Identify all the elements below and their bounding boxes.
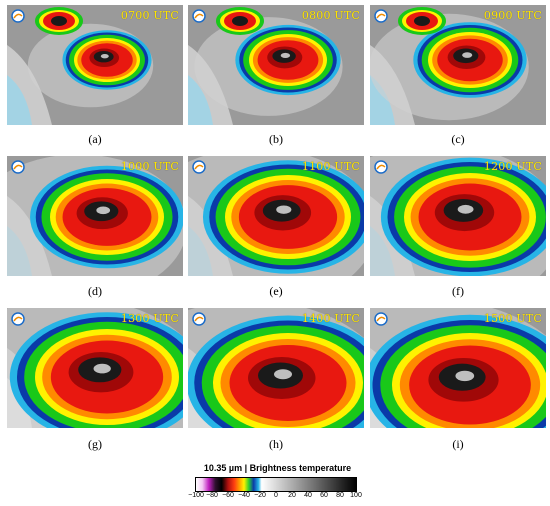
agency-logo-icon bbox=[374, 9, 388, 23]
colorbar-tick-label: −20 bbox=[254, 492, 266, 499]
agency-logo-icon bbox=[11, 160, 25, 174]
panel-f: 1200 UTC bbox=[370, 156, 546, 276]
satellite-image bbox=[188, 308, 364, 428]
colorbar-tick-label: 80 bbox=[336, 492, 344, 499]
colorbar-tick-label: −60 bbox=[222, 492, 234, 499]
colorbar bbox=[195, 477, 357, 492]
agency-logo-icon bbox=[11, 312, 25, 326]
panel-caption: (c) bbox=[451, 132, 465, 146]
panel-d: 1000 UTC bbox=[7, 156, 183, 276]
colorbar-tick-label: 60 bbox=[320, 492, 328, 499]
colorbar-gradient bbox=[196, 478, 356, 491]
panel-g: 1300 UTC bbox=[7, 308, 183, 428]
agency-logo-icon bbox=[374, 312, 388, 326]
panel-time-label: 1100 UTC bbox=[301, 160, 360, 173]
panel-caption: (f) bbox=[452, 284, 464, 298]
satellite-image bbox=[370, 308, 546, 428]
colorbar-ticks: −100 −80 −60 −40 −20 0 20 40 60 80 100 bbox=[188, 492, 362, 504]
agency-logo-icon bbox=[192, 312, 206, 326]
satellite-image bbox=[188, 7, 343, 125]
panel-caption: (d) bbox=[88, 284, 102, 298]
panel-b: 0800 UTC bbox=[188, 5, 364, 125]
satellite-image bbox=[370, 156, 546, 276]
panel-caption: (i) bbox=[452, 437, 464, 451]
agency-logo-icon bbox=[192, 9, 206, 23]
panel-i: 1500 UTC bbox=[370, 308, 546, 428]
satellite-image bbox=[370, 7, 529, 125]
satellite-image bbox=[7, 7, 154, 125]
panel-caption: (a) bbox=[88, 132, 102, 146]
agency-logo-icon bbox=[11, 9, 25, 23]
colorbar-tick-label: −80 bbox=[206, 492, 218, 499]
panel-time-label: 1400 UTC bbox=[301, 312, 360, 325]
panel-time-label: 0700 UTC bbox=[120, 9, 179, 22]
colorbar-tick-label: 100 bbox=[350, 492, 362, 499]
panel-c: 0900 UTC bbox=[370, 5, 546, 125]
colorbar-title: 10.35 µm | Brightness temperature bbox=[203, 463, 352, 473]
satellite-image bbox=[7, 308, 183, 428]
panel-caption: (g) bbox=[88, 437, 102, 451]
satellite-image bbox=[7, 156, 183, 276]
panel-e: 1100 UTC bbox=[188, 156, 364, 276]
panel-time-label: 1000 UTC bbox=[120, 160, 179, 173]
panel-time-label: 1300 UTC bbox=[120, 312, 179, 325]
panel-caption: (e) bbox=[269, 284, 283, 298]
panel-time-label: 0800 UTC bbox=[301, 9, 360, 22]
panel-caption: (b) bbox=[269, 132, 283, 146]
colorbar-tick-label: 20 bbox=[288, 492, 296, 499]
colorbar-tick-label: −40 bbox=[238, 492, 250, 499]
panel-caption: (h) bbox=[269, 437, 283, 451]
panel-a: 0700 UTC bbox=[7, 5, 183, 125]
agency-logo-icon bbox=[374, 160, 388, 174]
colorbar-tick-label: −100 bbox=[188, 492, 204, 499]
colorbar-tick-label: 0 bbox=[274, 492, 278, 499]
agency-logo-icon bbox=[192, 160, 206, 174]
panel-time-label: 1200 UTC bbox=[483, 160, 542, 173]
panel-time-label: 1500 UTC bbox=[483, 312, 542, 325]
colorbar-tick-label: 40 bbox=[304, 492, 312, 499]
panel-h: 1400 UTC bbox=[188, 308, 364, 428]
panel-time-label: 0900 UTC bbox=[483, 9, 542, 22]
satellite-image bbox=[188, 156, 364, 276]
